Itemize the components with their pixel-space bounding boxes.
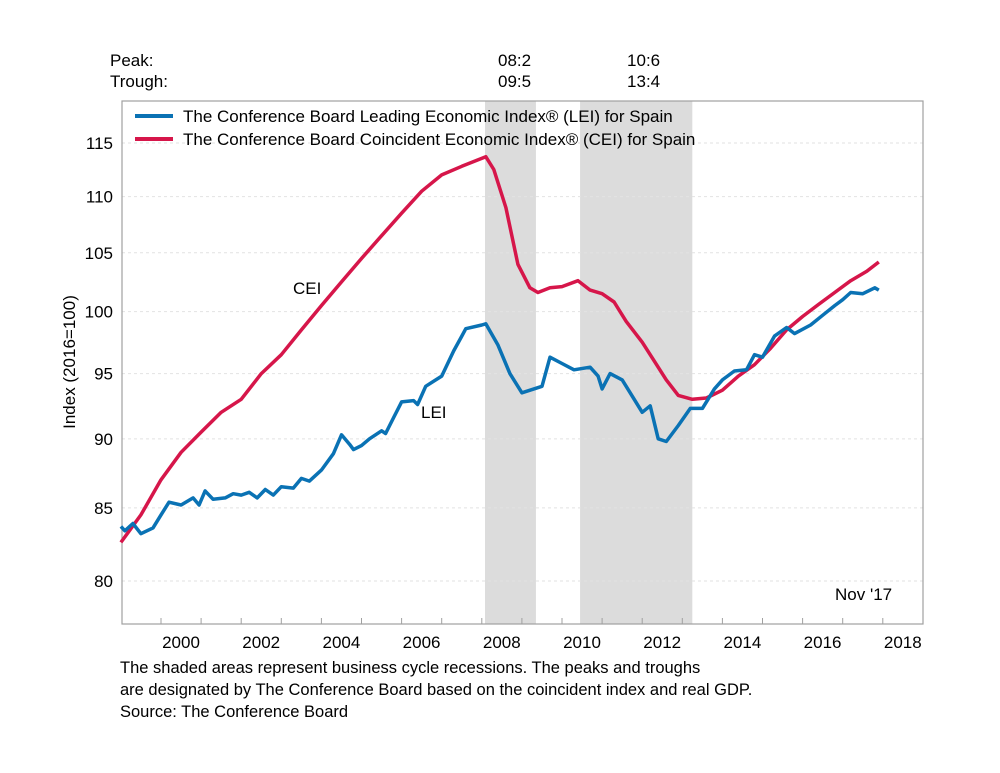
footnote-line-2: are designated by The Conference Board b…: [120, 681, 753, 699]
recession-trough-label: 09:5: [498, 72, 531, 91]
y-tick-label: 90: [94, 430, 113, 449]
x-tick-label: 2016: [804, 633, 842, 652]
y-axis-label: Index (2016=100): [60, 295, 79, 429]
x-tick-label: 2018: [884, 633, 922, 652]
x-tick-label: 2012: [643, 633, 681, 652]
y-tick-label: 100: [85, 303, 113, 322]
legend-label-cei: The Conference Board Coincident Economic…: [183, 130, 695, 149]
recession-band: [485, 101, 536, 624]
legend: The Conference Board Leading Economic In…: [135, 107, 695, 149]
x-tick-label: 2000: [162, 633, 200, 652]
y-tick-label: 115: [86, 134, 113, 153]
y-tick-label: 95: [94, 365, 113, 384]
x-tick-label: 2004: [322, 633, 360, 652]
latest-date-annotation: Nov '17: [835, 585, 892, 604]
footnote-line-1: The shaded areas represent business cycl…: [120, 659, 701, 677]
recession-trough-label: 13:4: [627, 72, 660, 91]
cei-line: [119, 154, 880, 544]
legend-label-lei: The Conference Board Leading Economic In…: [183, 107, 673, 126]
x-tick-label: 2008: [483, 633, 521, 652]
x-tick-label: 2002: [242, 633, 280, 652]
y-tick-label: 110: [86, 188, 113, 207]
x-tick-label: 2010: [563, 633, 601, 652]
recession-peak-label: 10:6: [627, 51, 660, 70]
recession-band: [580, 101, 693, 624]
recession-peak-label: 08:2: [498, 51, 531, 70]
lei-line: [119, 286, 880, 536]
trough-label: Trough:: [110, 72, 168, 91]
y-tick-label: 80: [94, 572, 113, 591]
x-tick-label: 2006: [403, 633, 441, 652]
y-tick-label: 85: [94, 499, 113, 518]
y-tick-label: 105: [85, 244, 113, 263]
source-note: Source: The Conference Board: [120, 703, 349, 721]
x-tick-label: 2014: [723, 633, 761, 652]
plot-frame: [121, 100, 924, 625]
lei-annotation: LEI: [421, 403, 447, 422]
cei-annotation: CEI: [293, 279, 321, 298]
peak-label: Peak:: [110, 51, 153, 70]
